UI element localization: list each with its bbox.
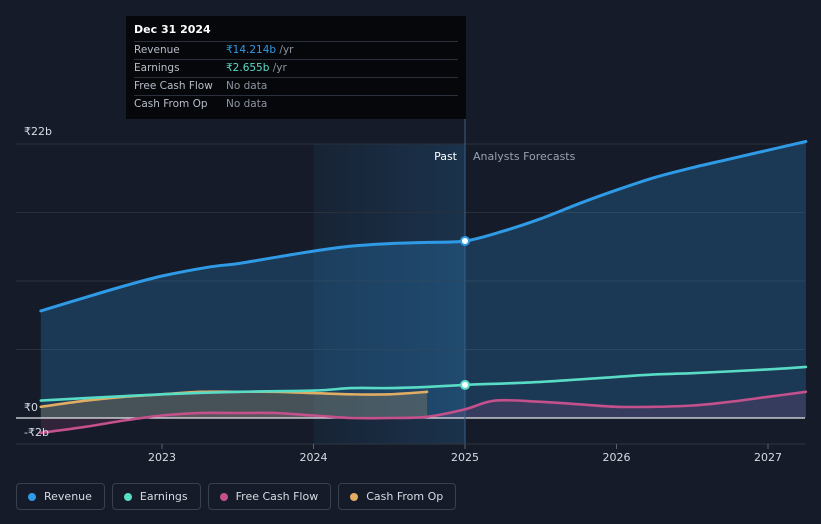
legend-item-free-cash-flow[interactable]: Free Cash Flow xyxy=(207,483,332,510)
tooltip-revenue-value: ₹14.214b xyxy=(226,44,277,56)
x-tick-label: 2023 xyxy=(148,451,176,464)
cash-from-op-area xyxy=(40,391,428,418)
tooltip-unit: /yr xyxy=(276,44,294,56)
legend-dot-icon xyxy=(350,492,359,501)
y-tick-label: ₹0 xyxy=(24,401,38,414)
revenue-line xyxy=(39,140,808,313)
tooltip-earnings-value: ₹2.655b xyxy=(226,62,270,74)
tooltip-value: No data xyxy=(226,98,268,110)
legend-dot-icon xyxy=(219,492,228,501)
legend-dot-icon xyxy=(28,492,36,501)
forecast-label: Analysts Forecasts xyxy=(473,150,576,163)
legend-label: Cash From Op xyxy=(366,490,444,503)
legend-item-cash-from-op[interactable]: Cash From Op xyxy=(338,483,457,510)
tooltip-row-earnings: Earnings ₹2.655b /yr xyxy=(134,59,458,77)
tooltip-date: Dec 31 2024 xyxy=(134,23,211,36)
y-tick-label: -₹2b xyxy=(24,426,49,439)
legend-item-revenue[interactable]: Revenue xyxy=(16,483,105,510)
earnings-marker xyxy=(460,379,470,390)
free-cash-flow-area xyxy=(40,391,806,433)
x-tick-label: 2025 xyxy=(451,451,479,464)
legend-label: Free Cash Flow xyxy=(235,490,319,503)
x-tick-label: 2024 xyxy=(300,451,328,464)
free-cash-flow-line xyxy=(39,390,808,435)
tooltip-row-revenue: Revenue ₹14.214b /yr xyxy=(134,41,458,59)
tooltip-label: Revenue xyxy=(134,44,180,56)
revenue-marker xyxy=(460,235,470,246)
y-tick-label: ₹22b xyxy=(24,125,52,138)
revenue-area xyxy=(40,141,806,418)
tooltip-label: Cash From Op xyxy=(134,98,208,110)
chart-legend: Revenue Earnings Free Cash Flow Cash Fro… xyxy=(16,483,457,510)
legend-dot-icon xyxy=(123,492,132,501)
x-tick-label: 2027 xyxy=(754,451,782,464)
tooltip-label: Earnings xyxy=(134,62,180,74)
legend-label: Earnings xyxy=(139,490,188,503)
tooltip-value: No data xyxy=(226,80,268,92)
past-label: Past xyxy=(434,150,458,163)
tooltip-label: Free Cash Flow xyxy=(134,80,213,92)
legend-item-earnings[interactable]: Earnings xyxy=(111,483,201,510)
data-tooltip: Dec 31 2024 Revenue ₹14.214b /yr Earning… xyxy=(126,16,466,119)
tooltip-row-free-cash-flow: Free Cash Flow No data xyxy=(134,77,458,95)
legend-label: Revenue xyxy=(44,490,92,503)
x-tick-label: 2026 xyxy=(603,451,631,464)
earnings-line xyxy=(39,365,808,402)
tooltip-row-cash-from-op: Cash From Op No data xyxy=(134,95,458,113)
tooltip-unit: /yr xyxy=(269,62,287,74)
